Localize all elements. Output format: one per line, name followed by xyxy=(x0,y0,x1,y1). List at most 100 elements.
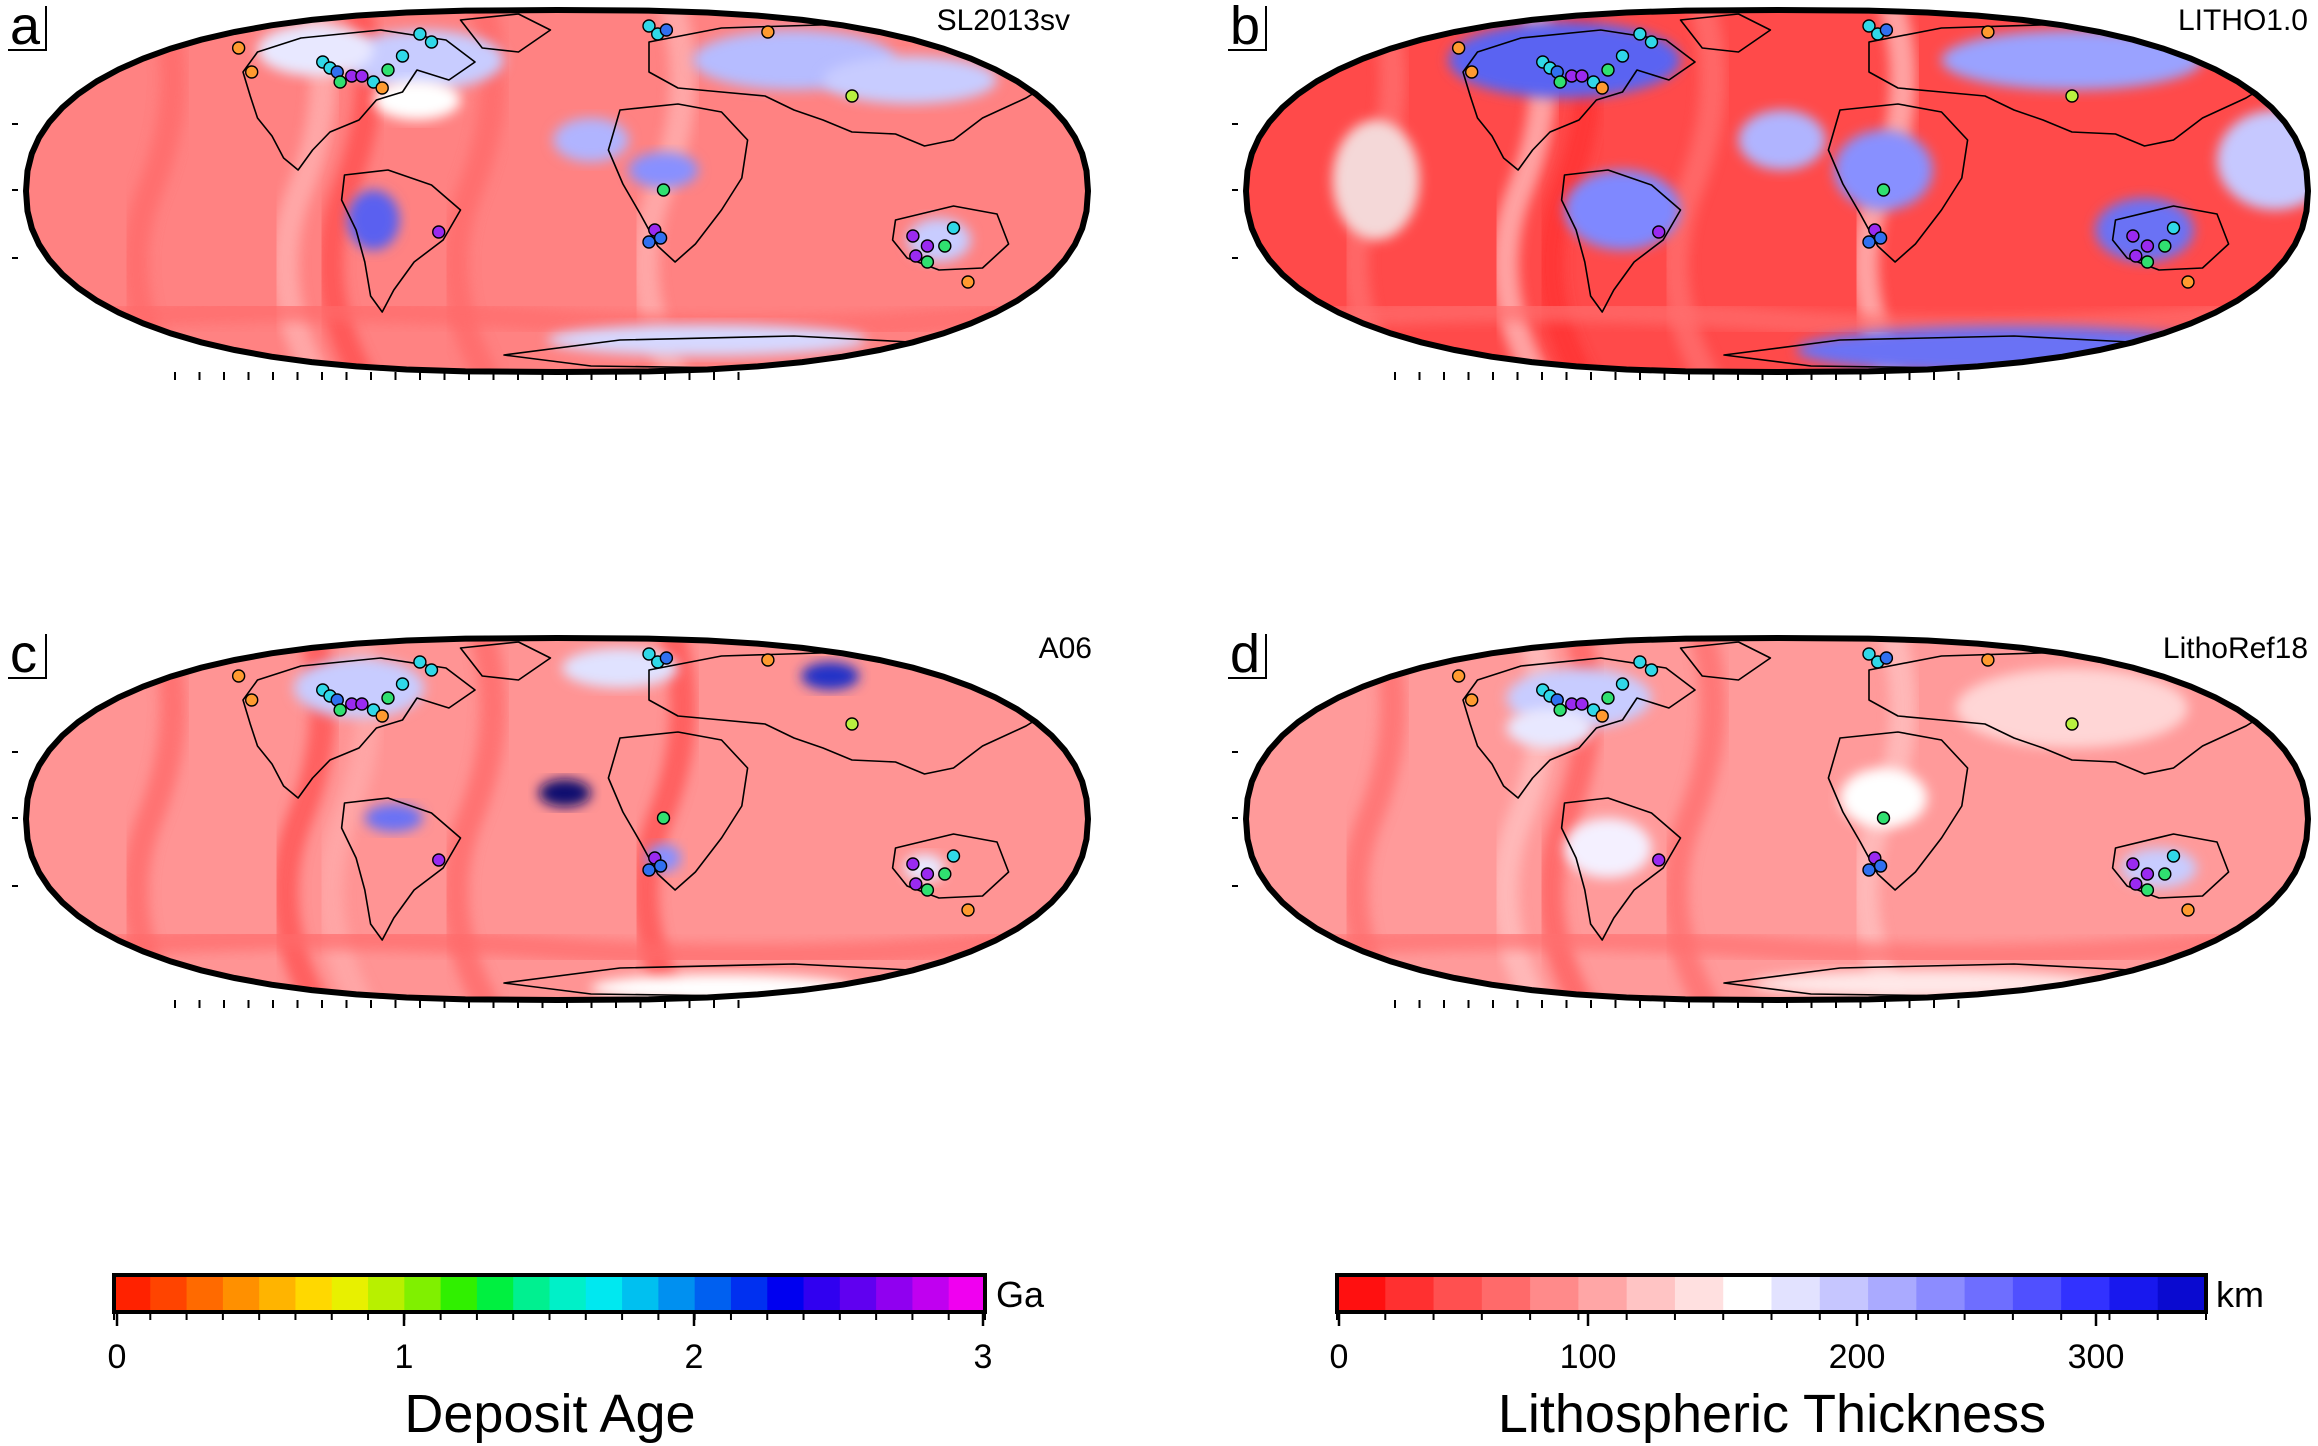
deposit-marker xyxy=(2166,221,2181,235)
panel-letter-b: b xyxy=(1230,0,1260,56)
colorbar-swatch xyxy=(767,1275,805,1312)
coastlines xyxy=(1463,14,2304,368)
deposit-marker xyxy=(2129,249,2143,263)
lithosphere-patch xyxy=(553,118,629,162)
coastline-africa xyxy=(608,732,747,890)
panel-title-d: LithoRef18 xyxy=(2163,632,2308,665)
deposit-marker xyxy=(1862,647,1876,661)
lithosphere-patch xyxy=(1564,170,1681,250)
colorbar-swatch xyxy=(1771,1275,1821,1312)
deposit-marker xyxy=(653,231,668,245)
deposit-marker xyxy=(395,49,410,63)
deposit-marker xyxy=(906,229,920,243)
deposit-marker xyxy=(1873,859,1888,873)
colorbar-tick-label: 0 xyxy=(108,1338,127,1376)
deposit-marker xyxy=(1879,651,1894,665)
deposit-marker xyxy=(920,239,935,253)
coastline-africa xyxy=(1828,104,1967,262)
colorbar-swatch xyxy=(730,1275,768,1312)
deposit-marker xyxy=(656,183,671,197)
lithospheric-thickness-colorbar: 0 100 200 300 km Lithospheric Thickness xyxy=(1330,1273,2264,1444)
colorbar-swatch xyxy=(114,1275,151,1312)
map-field xyxy=(1246,638,2308,1000)
colorbar-swatch xyxy=(658,1275,696,1312)
colorbar-swatch xyxy=(549,1275,587,1312)
lithosphere-patch xyxy=(547,324,867,356)
colorbar-swatch xyxy=(368,1275,405,1312)
colorbar-swatch xyxy=(2157,1275,2207,1312)
deposit-marker xyxy=(244,693,259,707)
map-panel-d: d LithoRef18 xyxy=(1228,624,2312,1008)
deposit-markers xyxy=(231,19,975,289)
coastline-south-america xyxy=(342,798,461,940)
deposit-markers xyxy=(231,647,975,917)
colorbar-label: Lithospheric Thickness xyxy=(1498,1384,2046,1444)
deposit-marker xyxy=(2140,239,2155,253)
deposit-marker xyxy=(2065,89,2079,103)
deposit-marker xyxy=(1644,35,1659,49)
deposit-marker xyxy=(355,697,369,711)
deposit-marker xyxy=(2181,275,2195,289)
panel-letter-bracket xyxy=(1228,634,1267,679)
graticule-ticks xyxy=(1232,123,1960,380)
coastline-south-america xyxy=(342,170,461,312)
lithosphere-patch xyxy=(628,152,699,188)
colorbar-swatch xyxy=(876,1275,913,1312)
colorbar-swatch xyxy=(1626,1275,1676,1312)
colorbar-swatch xyxy=(186,1275,224,1312)
colorbar-swatches xyxy=(114,1275,986,1312)
deposit-marker xyxy=(938,239,952,253)
ridge-band xyxy=(1289,298,2272,340)
deposit-marker xyxy=(1575,69,1589,83)
deposit-marker xyxy=(2158,867,2172,881)
deposit-marker xyxy=(761,25,775,39)
deposit-markers xyxy=(1451,19,2195,289)
deposit-marker xyxy=(1876,183,1891,197)
map-frame xyxy=(22,634,1092,1004)
deposit-age-colorbar: 0 1 2 3 Ga Deposit Age xyxy=(108,1273,1045,1444)
deposit-marker xyxy=(333,703,347,717)
deposit-marker xyxy=(375,709,389,723)
deposit-marker xyxy=(961,275,975,289)
map-field xyxy=(26,638,1088,1000)
deposit-marker xyxy=(920,255,935,269)
deposit-marker xyxy=(1553,75,1567,89)
colorbar-swatch xyxy=(513,1275,550,1312)
deposit-marker xyxy=(1615,49,1630,63)
ridge-band xyxy=(1289,926,2272,968)
map-field xyxy=(1246,10,2308,372)
panel-title-c: A06 xyxy=(1039,632,1092,665)
colorbar-swatch xyxy=(622,1275,659,1312)
deposit-marker xyxy=(1981,25,1995,39)
deposit-marker xyxy=(2126,857,2140,871)
deposit-marker xyxy=(231,41,246,55)
deposit-marker xyxy=(1981,653,1995,667)
deposit-marker xyxy=(909,249,923,263)
map-panel-a: a SL2013sv xyxy=(8,0,1092,380)
deposit-marker xyxy=(1873,231,1888,245)
lithosphere-patch xyxy=(257,24,374,76)
deposit-marker xyxy=(1553,703,1567,717)
deposit-marker xyxy=(1652,853,1666,867)
colorbar-swatch xyxy=(404,1275,442,1312)
deposit-marker xyxy=(1451,41,1466,55)
deposit-marker xyxy=(432,853,446,867)
map-frame xyxy=(1242,634,2312,1004)
map-field xyxy=(26,10,1088,372)
deposit-marker xyxy=(659,23,674,37)
deposit-marker xyxy=(1595,81,1609,95)
colorbar-tick-label: 200 xyxy=(1829,1338,1886,1376)
deposit-marker xyxy=(381,63,395,77)
coastline-australia xyxy=(893,206,1009,270)
colorbar-tick-label: 0 xyxy=(1330,1338,1349,1376)
colorbar-tick-label: 100 xyxy=(1560,1338,1617,1376)
deposit-marker xyxy=(1644,663,1659,677)
lithosphere-patch xyxy=(538,779,592,807)
deposit-marker xyxy=(761,653,775,667)
deposit-marker xyxy=(920,867,935,881)
map-body-c xyxy=(8,634,1092,1008)
deposit-marker xyxy=(938,867,952,881)
lithosphere-patch xyxy=(347,190,400,250)
colorbar-swatch xyxy=(222,1275,260,1312)
colorbar-swatch xyxy=(839,1275,877,1312)
